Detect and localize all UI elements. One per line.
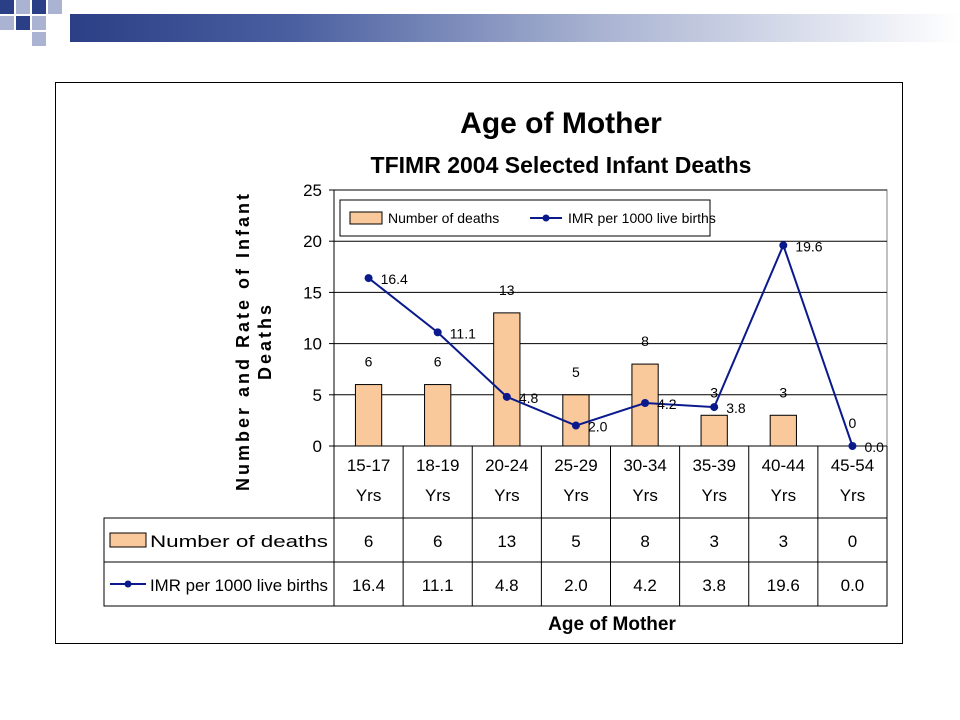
x-tick-label: 15-17 — [347, 456, 390, 475]
bar — [354, 384, 383, 447]
y-tick-label: 25 — [303, 181, 322, 200]
x-axis-label: Age of Mother — [548, 614, 676, 635]
bar-data-label: 6 — [434, 354, 442, 370]
x-tick-label: 45-54 — [831, 456, 874, 475]
line-point — [502, 392, 511, 401]
chart: Age of Mother TFIMR 2004 Selected Infant… — [103, 107, 888, 635]
x-tick-label-unit: Yrs — [840, 486, 866, 505]
data-table-cell: 4.8 — [495, 576, 519, 595]
chart-subtitle: TFIMR 2004 Selected Infant Deaths — [371, 152, 752, 178]
chart-title: Age of Mother — [460, 107, 662, 140]
line-data-label: 4.8 — [519, 390, 539, 406]
line-point — [710, 403, 719, 412]
x-tick-label: 35-39 — [692, 456, 735, 475]
line-data-label: 2.0 — [588, 419, 608, 435]
x-tick-label-unit: Yrs — [563, 486, 589, 505]
data-table-cell: 13 — [497, 532, 516, 551]
y-axis-label-line1: Number and Rate of Infant — [233, 191, 253, 491]
x-tick-label-unit: Yrs — [425, 486, 451, 505]
legend-swatch-point — [542, 214, 550, 222]
x-tick-label: 40-44 — [762, 456, 805, 475]
data-table-cell: 6 — [433, 532, 442, 551]
bar-data-label: 13 — [499, 282, 515, 298]
bar-data-label: 3 — [779, 384, 787, 400]
data-table-cell: 0.0 — [841, 576, 865, 595]
data-table-cell: 6 — [364, 532, 373, 551]
data-table-cell: 16.4 — [352, 576, 385, 595]
x-tick-label-unit: Yrs — [632, 486, 658, 505]
data-table-cell: 3.8 — [702, 576, 726, 595]
legend-label-line: IMR per 1000 live births — [568, 210, 716, 226]
x-tick-label: 25-29 — [554, 456, 597, 475]
x-tick-label-unit: Yrs — [701, 486, 727, 505]
data-table-cell: 2.0 — [564, 576, 588, 595]
data-table-cell: 3 — [709, 532, 718, 551]
y-tick-label: 10 — [303, 335, 322, 354]
y-tick-label: 0 — [313, 437, 322, 456]
x-tick-label-unit: Yrs — [494, 486, 520, 505]
line-point — [848, 442, 857, 450]
line-point — [364, 274, 373, 283]
data-table-cell: 0 — [848, 532, 857, 551]
legend-label-bar: Number of deaths — [388, 210, 499, 226]
slide-header-bar — [70, 14, 960, 42]
data-table-row-header: Number of deaths — [150, 532, 328, 551]
x-tick-label: 30-34 — [623, 456, 666, 475]
table-key-bar — [109, 532, 147, 548]
bar — [493, 312, 521, 447]
bar — [769, 414, 797, 447]
bar-data-label: 5 — [572, 364, 580, 380]
data-table-cell: 8 — [640, 532, 649, 551]
x-tick-label: 20-24 — [485, 456, 528, 475]
line-point — [779, 241, 788, 250]
line-data-label: 19.6 — [795, 238, 822, 254]
line-point — [571, 421, 580, 430]
line-data-label: 0.0 — [864, 439, 884, 455]
x-tick-label-unit: Yrs — [356, 486, 382, 505]
bar-data-label: 6 — [365, 354, 373, 370]
y-axis-label-line2: Deaths — [255, 302, 275, 380]
x-tick-label-unit: Yrs — [771, 486, 797, 505]
bar-data-label: 8 — [641, 333, 649, 349]
line-data-label: 16.4 — [381, 271, 408, 287]
line-data-label: 4.2 — [657, 396, 677, 412]
line-series — [367, 242, 854, 447]
bar-data-label: 0 — [849, 415, 857, 431]
bar — [562, 394, 590, 447]
data-table-row-header: IMR per 1000 live births — [150, 576, 328, 595]
bar — [424, 384, 452, 447]
data-table-cell: 3 — [779, 532, 788, 551]
bar-data-label: 3 — [710, 384, 718, 400]
line-point — [433, 328, 442, 337]
x-tick-label: 18-19 — [416, 456, 459, 475]
data-table-cell: 4.2 — [633, 576, 657, 595]
y-tick-label: 5 — [313, 386, 322, 405]
line-point — [641, 398, 650, 407]
data-table-cell: 5 — [571, 532, 580, 551]
legend-swatch-bar — [349, 211, 383, 225]
data-table-cell: 11.1 — [422, 576, 454, 595]
chart-frame: Age of Mother TFIMR 2004 Selected Infant… — [55, 82, 903, 644]
line-data-label: 11.1 — [450, 325, 476, 341]
table-key-point — [124, 580, 132, 588]
line-data-label: 3.8 — [726, 400, 746, 416]
bar — [700, 414, 728, 447]
data-table-cell: 19.6 — [767, 576, 800, 595]
y-tick-label: 15 — [303, 283, 322, 302]
legend-box — [339, 199, 711, 237]
y-tick-label: 20 — [303, 232, 322, 251]
